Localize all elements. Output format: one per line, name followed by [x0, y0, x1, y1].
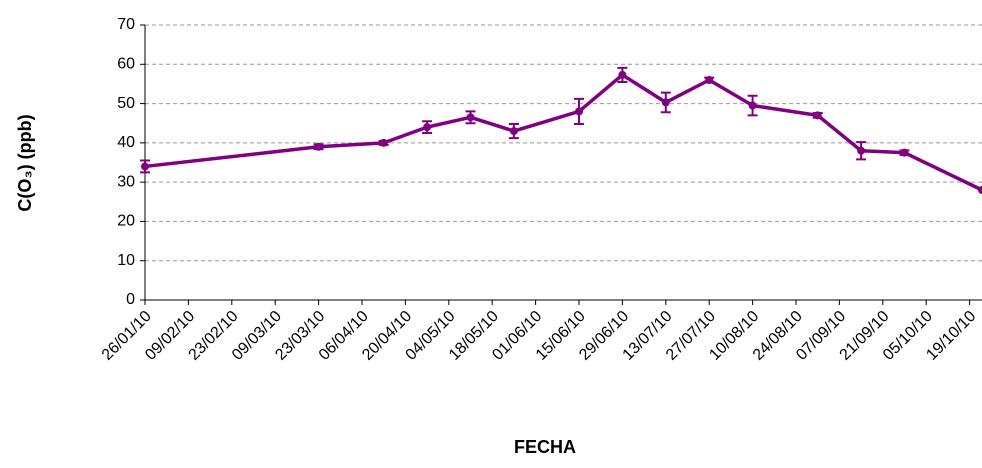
data-point — [661, 98, 670, 107]
y-tick-label: 10 — [117, 252, 135, 269]
data-point — [857, 146, 866, 155]
y-axis-label: C(O₃) (ppb) — [15, 114, 35, 211]
data-point — [618, 70, 627, 79]
data-point — [379, 138, 388, 147]
data-point — [423, 123, 432, 132]
data-point — [978, 186, 982, 194]
data-point — [141, 162, 149, 171]
x-axis-label: FECHA — [514, 437, 576, 457]
data-point — [748, 101, 757, 110]
data-point — [813, 111, 822, 120]
data-point — [575, 107, 583, 116]
y-tick-label: 50 — [117, 95, 135, 112]
data-line — [144, 73, 982, 192]
y-tick-label: 0 — [126, 291, 135, 308]
y-tick-label: 70 — [117, 16, 135, 33]
data-point — [900, 148, 909, 157]
data-point — [466, 113, 475, 122]
data-point — [314, 142, 323, 151]
y-tick-label: 40 — [117, 134, 135, 151]
data-point — [705, 76, 714, 84]
y-tick-label: 20 — [117, 213, 135, 230]
y-tick-label: 60 — [117, 56, 135, 73]
data-point — [509, 127, 518, 136]
y-tick-label: 30 — [117, 173, 135, 190]
